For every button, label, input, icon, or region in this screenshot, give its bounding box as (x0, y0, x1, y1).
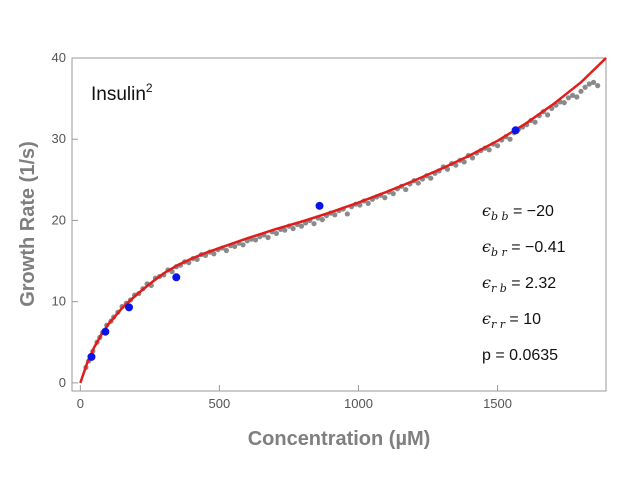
annotation-value: = 10 (505, 311, 541, 328)
simulated-point (586, 81, 592, 87)
annotation-symbol: ϵ (482, 309, 491, 328)
measured-point (125, 303, 134, 312)
simulated-point (290, 225, 296, 232)
simulated-point (382, 195, 388, 201)
fit-curve (79, 57, 607, 384)
annotation-symbol: ϵ (482, 201, 491, 220)
simulated-point (582, 84, 588, 90)
simulated-point (590, 79, 597, 85)
simulated-point (565, 95, 572, 101)
simulated-point (240, 242, 246, 248)
inset-label-sup: 2 (146, 81, 153, 95)
simulated-point (486, 147, 492, 153)
simulated-point (403, 186, 409, 193)
simulated-point (332, 212, 338, 218)
annotation-symbol: ϵ (482, 273, 491, 292)
parameter-annotation: ϵr b = 2.32 (482, 273, 556, 295)
simulated-point (469, 155, 476, 161)
x-tick-label: 0 (77, 396, 84, 411)
simulated-point (311, 221, 317, 227)
simulated-point (223, 247, 229, 254)
simulated-point (570, 92, 576, 98)
simulated-point (232, 243, 238, 250)
measured-point (101, 327, 110, 336)
simulated-point (211, 251, 217, 257)
simulated-point (252, 237, 259, 243)
x-tick-label: 1000 (344, 396, 373, 411)
simulated-point (428, 175, 434, 181)
annotation-value: = −20 (509, 203, 554, 220)
annotation-symbol: ϵ (482, 237, 491, 256)
simulated-point (265, 234, 271, 241)
measured-point (511, 126, 520, 135)
inset-label: Insulin2 (91, 81, 153, 105)
x-tick-label: 1500 (483, 396, 512, 411)
y-tick-label: 30 (52, 131, 66, 146)
simulated-point (507, 136, 513, 142)
simulated-point (344, 211, 350, 217)
x-axis-title: Concentration (µM) (248, 428, 431, 450)
annotation-value: p = 0.0635 (482, 347, 558, 364)
simulated-point (578, 88, 584, 94)
annotation-subscript: r r (491, 318, 506, 331)
simulated-point (461, 159, 467, 165)
annotation-value: = 2.32 (507, 275, 556, 292)
y-tick-label: 10 (52, 294, 66, 309)
y-tick-label: 0 (59, 375, 66, 390)
simulated-point (282, 227, 288, 233)
annotation-subscript: b r (491, 246, 508, 259)
simulated-point (273, 230, 280, 237)
parameter-annotation: ϵb r = −0.41 (482, 237, 566, 259)
parameter-annotation: ϵb b = −20 (482, 201, 554, 223)
simulated-point (595, 83, 601, 89)
plot-frame (71, 57, 607, 392)
y-tick-label: 40 (52, 50, 66, 65)
y-tick-label: 20 (52, 212, 66, 227)
measured-point (172, 273, 181, 282)
x-tick-label: 500 (209, 396, 231, 411)
annotation-subscript: b b (491, 210, 509, 223)
annotation-subscript: r b (491, 282, 507, 295)
annotation-value: = −0.41 (507, 239, 566, 256)
simulated-point (574, 94, 580, 100)
parameter-annotation: ϵr r = 10 (482, 309, 541, 331)
measured-point (315, 201, 324, 210)
inset-label-base: Insulin (91, 84, 146, 105)
simulated-point (532, 119, 538, 125)
simulated-point (365, 200, 371, 206)
simulated-point (298, 223, 305, 229)
simulated-point (390, 191, 396, 197)
measured-point (87, 352, 96, 361)
simulated-point (444, 166, 451, 172)
simulated-point (544, 112, 551, 118)
simulated-point (561, 100, 567, 106)
simulated-point (415, 180, 421, 186)
simulated-point (319, 217, 325, 223)
y-axis-title: Growth Rate (1/s) (17, 141, 39, 307)
simulated-point (494, 143, 501, 149)
parameter-annotation: p = 0.0635 (482, 347, 558, 364)
